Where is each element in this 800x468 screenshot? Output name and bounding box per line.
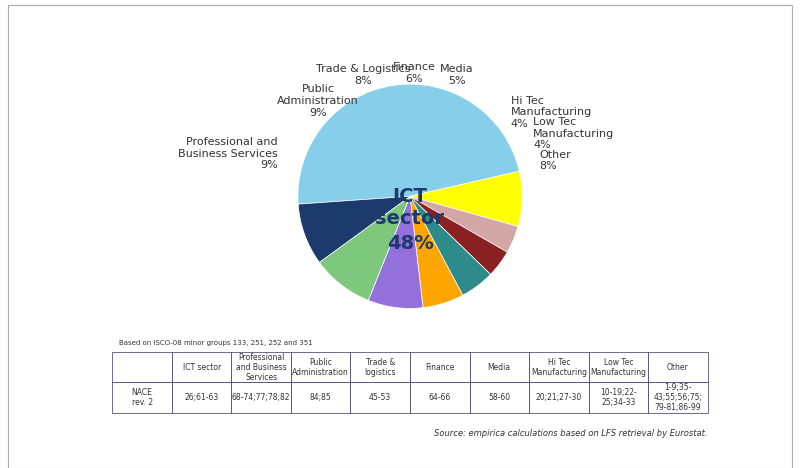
Text: Finance
6%: Finance 6% [393, 62, 436, 84]
Text: Based on ISCO-08 minor groups 133, 251, 252 and 351: Based on ISCO-08 minor groups 133, 251, … [118, 340, 312, 346]
Text: Other
8%: Other 8% [539, 150, 570, 171]
Wedge shape [319, 196, 410, 300]
Text: Professional and
Business Services
9%: Professional and Business Services 9% [178, 137, 278, 170]
Wedge shape [298, 196, 410, 263]
Text: ICT
sector: ICT sector [375, 187, 445, 228]
Text: 48%: 48% [386, 234, 434, 253]
Wedge shape [410, 196, 507, 274]
Text: Hi Tec
Manufacturing
4%: Hi Tec Manufacturing 4% [511, 95, 592, 129]
Text: Source: empirica calculations based on LFS retrieval by Eurostat.: Source: empirica calculations based on L… [434, 429, 708, 438]
Wedge shape [410, 196, 462, 307]
Wedge shape [410, 196, 490, 295]
Text: Media
5%: Media 5% [440, 65, 474, 86]
Wedge shape [368, 196, 423, 308]
Wedge shape [410, 171, 522, 227]
Text: Trade & Logistics
8%: Trade & Logistics 8% [316, 65, 410, 86]
Text: Public
Administration
9%: Public Administration 9% [277, 84, 359, 117]
Text: Low Tec
Manufacturing
4%: Low Tec Manufacturing 4% [534, 117, 614, 150]
Wedge shape [298, 84, 519, 204]
Wedge shape [410, 196, 518, 252]
